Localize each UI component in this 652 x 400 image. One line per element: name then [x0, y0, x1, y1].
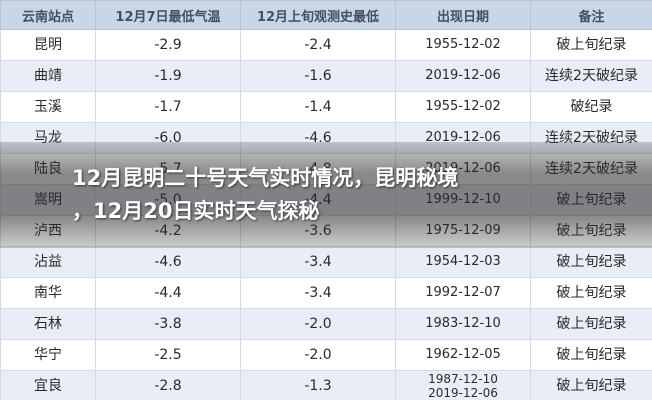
table-cell: 1955-12-02 — [395, 29, 531, 61]
table-cell: -1.4 — [240, 91, 396, 123]
header-cell: 出现日期 — [395, 0, 531, 30]
table-cell: -1.7 — [95, 91, 241, 123]
table-cell: 宜良 — [0, 370, 96, 400]
header-row: 云南站点 12月7日最低气温 12月上旬观测史最低 出现日期 备注 — [0, 0, 652, 30]
table-cell: -3.4 — [240, 246, 396, 278]
table-cell: 1983-12-10 — [395, 308, 531, 340]
caption-line: ，12月20日实时天气探秘 — [72, 199, 320, 223]
table-cell: 玉溪 — [0, 91, 96, 123]
header-cell: 云南站点 — [0, 0, 96, 30]
table-cell: 1962-12-05 — [395, 339, 531, 371]
table-cell: -3.4 — [240, 277, 396, 309]
caption-overlay: 12月昆明二十号天气实时情况，昆明秘境 ，12月20日实时天气探秘 — [0, 142, 652, 248]
table-cell: -2.8 — [95, 370, 241, 400]
table-cell: -2.0 — [240, 339, 396, 371]
table-cell: -3.8 — [95, 308, 241, 340]
table-row: 南华 -4.4 -3.4 1992-12-07 破上旬纪录 — [0, 277, 652, 309]
table-cell: -2.9 — [95, 29, 241, 61]
table-cell: 1955-12-02 — [395, 91, 531, 123]
table-row: 曲靖 -1.9 -1.6 2019-12-06 连续2天破纪录 — [0, 60, 652, 92]
header-cell: 12月上旬观测史最低 — [240, 0, 396, 30]
table-row: 沾益 -4.6 -3.4 1954-12-03 破上旬纪录 — [0, 246, 652, 278]
table-cell: 破上旬纪录 — [530, 277, 652, 309]
table-cell: -1.3 — [240, 370, 396, 400]
table-row: 石林 -3.8 -2.0 1983-12-10 破上旬纪录 — [0, 308, 652, 340]
table-cell: -4.4 — [95, 277, 241, 309]
table-cell: 破上旬纪录 — [530, 339, 652, 371]
table-row: 昆明 -2.9 -2.4 1955-12-02 破上旬纪录 — [0, 29, 652, 61]
table-cell: 2019-12-06 — [395, 60, 531, 92]
table-cell: 连续2天破纪录 — [530, 60, 652, 92]
table-cell: -2.0 — [240, 308, 396, 340]
table-cell: -4.6 — [95, 246, 241, 278]
table-row: 玉溪 -1.7 -1.4 1955-12-02 破纪录 — [0, 91, 652, 123]
table-cell: 华宁 — [0, 339, 96, 371]
table-cell: 昆明 — [0, 29, 96, 61]
table-cell: 破上旬纪录 — [530, 246, 652, 278]
table-cell: 破上旬纪录 — [530, 308, 652, 340]
table-cell: -2.5 — [95, 339, 241, 371]
table-cell: 沾益 — [0, 246, 96, 278]
table-cell: 1954-12-03 — [395, 246, 531, 278]
table-cell: -2.4 — [240, 29, 396, 61]
table-row: 宜良 -2.8 -1.3 1987-12-10 2019-12-06 破上旬纪录 — [0, 370, 652, 400]
table-cell: 1992-12-07 — [395, 277, 531, 309]
table-cell: 破上旬纪录 — [530, 370, 652, 400]
table-cell: 南华 — [0, 277, 96, 309]
table-cell: 1987-12-10 2019-12-06 — [395, 370, 531, 400]
table-cell: 破上旬纪录 — [530, 29, 652, 61]
table-cell: -1.6 — [240, 60, 396, 92]
header-cell: 备注 — [530, 0, 652, 30]
table-cell: 破纪录 — [530, 91, 652, 123]
table-cell: 石林 — [0, 308, 96, 340]
table-cell: -1.9 — [95, 60, 241, 92]
header-cell: 12月7日最低气温 — [95, 0, 241, 30]
caption-line: 12月昆明二十号天气实时情况，昆明秘境 — [72, 166, 459, 190]
table-cell: 曲靖 — [0, 60, 96, 92]
table-row: 华宁 -2.5 -2.0 1962-12-05 破上旬纪录 — [0, 339, 652, 371]
